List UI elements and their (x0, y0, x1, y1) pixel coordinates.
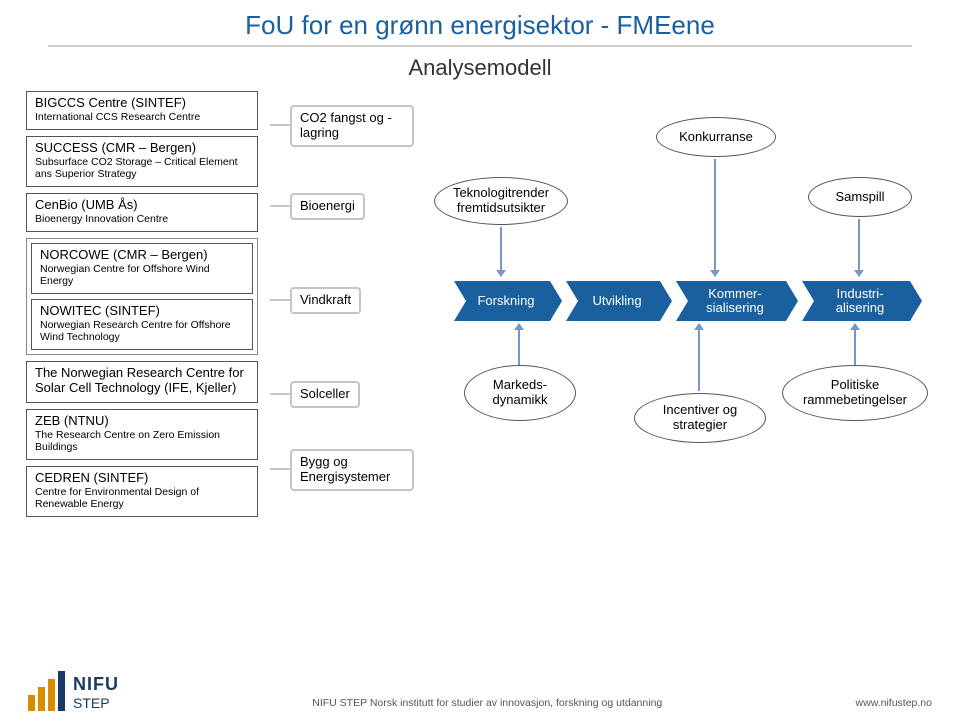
footer-url: www.nifustep.no (856, 697, 932, 711)
info-card: NOWITEC (SINTEF)Norwegian Research Centr… (31, 299, 253, 350)
oval-node: Politiske rammebetingelser (782, 365, 928, 421)
logo-bar-icon (58, 671, 65, 711)
card-title: CenBio (UMB Ås) (35, 198, 249, 213)
oval-node: Samspill (808, 177, 912, 217)
arrow-up-icon (518, 329, 520, 365)
arrow-down-icon (714, 159, 716, 271)
logo-bar-icon (48, 679, 55, 711)
info-card: BIGCCS Centre (SINTEF)International CCS … (26, 91, 258, 130)
oval-node: Konkurranse (656, 117, 776, 157)
arrow-down-icon (500, 227, 502, 271)
logo-line2: STEP (73, 695, 119, 711)
card-subtitle: Norwegian Centre for Offshore Wind Energ… (40, 263, 244, 287)
card-subtitle: Norwegian Research Centre for Offshore W… (40, 319, 244, 343)
process-chevron: Industri-alisering (802, 281, 910, 321)
category-tag: CO2 fangst og -lagring (290, 105, 414, 147)
category-tag: Vindkraft (290, 287, 361, 314)
process-chevron: Kommer-sialisering (676, 281, 786, 321)
info-card: NORCOWE (CMR – Bergen)Norwegian Centre f… (31, 243, 253, 294)
card-subtitle: The Research Centre on Zero Emission Bui… (35, 429, 249, 453)
logo-bar-icon (38, 687, 45, 711)
logo-bar-icon (28, 695, 35, 711)
info-card: CenBio (UMB Ås)Bioenergy Innovation Cent… (26, 193, 258, 232)
card-subtitle: Bioenergy Innovation Centre (35, 213, 249, 225)
middle-column: CO2 fangst og -lagring Bioenergi Vindkraft… (266, 91, 414, 517)
card-title: ZEB (NTNU) (35, 414, 249, 429)
footer: NIFU STEP NIFU STEP Norsk institutt for … (0, 669, 960, 711)
logo-text: NIFU STEP (73, 674, 119, 711)
arrow-up-icon (854, 329, 856, 365)
card-title: BIGCCS Centre (SINTEF) (35, 96, 249, 111)
process-chevron: Forskning (454, 281, 550, 321)
oval-node: Markeds-dynamikk (464, 365, 576, 421)
category-tag: Bioenergi (290, 193, 365, 220)
info-card: SUCCESS (CMR – Bergen)Subsurface CO2 Sto… (26, 136, 258, 187)
card-title: NORCOWE (CMR – Bergen) (40, 248, 244, 263)
process-chevron: Utvikling (566, 281, 660, 321)
card-subtitle: International CCS Research Centre (35, 111, 249, 123)
nifu-logo: NIFU STEP (28, 669, 119, 711)
card-subtitle: Subsurface CO2 Storage – Critical Elemen… (35, 156, 249, 180)
right-column: Teknologitrender fremtidsutsikter Konkurr… (422, 91, 934, 517)
category-tag: Solceller (290, 381, 360, 408)
info-card: The Norwegian Research Centre for Solar … (26, 361, 258, 403)
arrow-down-icon (858, 219, 860, 271)
card-title: SUCCESS (CMR – Bergen) (35, 141, 249, 156)
info-card: ZEB (NTNU)The Research Centre on Zero Em… (26, 409, 258, 460)
left-column: BIGCCS Centre (SINTEF)International CCS … (26, 91, 258, 517)
page-title: FoU for en grønn energisektor - FMEene (0, 10, 960, 41)
diagram-main: BIGCCS Centre (SINTEF)International CCS … (0, 91, 960, 517)
arrow-up-icon (698, 329, 700, 391)
category-tag: Bygg og Energisystemer (290, 449, 414, 491)
card-title: CEDREN (SINTEF) (35, 471, 249, 486)
logo-bars-icon (28, 669, 65, 711)
card-group: NORCOWE (CMR – Bergen)Norwegian Centre f… (26, 238, 258, 355)
info-card: CEDREN (SINTEF)Centre for Environmental … (26, 466, 258, 517)
title-rule (48, 45, 912, 47)
card-title: The Norwegian Research Centre for Solar … (35, 366, 249, 396)
subtitle: Analysemodell (0, 55, 960, 81)
logo-line1: NIFU (73, 674, 119, 695)
oval-node: Incentiver og strategier (634, 393, 766, 443)
card-subtitle: Centre for Environmental Design of Renew… (35, 486, 249, 510)
oval-node: Teknologitrender fremtidsutsikter (434, 177, 568, 225)
card-title: NOWITEC (SINTEF) (40, 304, 244, 319)
footer-center-text: NIFU STEP Norsk institutt for studier av… (119, 697, 856, 711)
